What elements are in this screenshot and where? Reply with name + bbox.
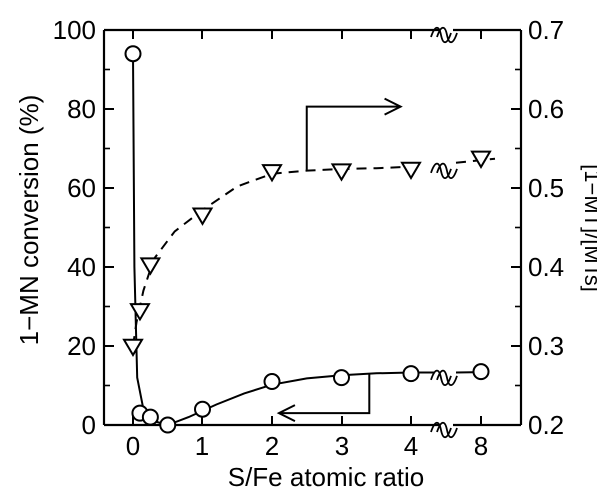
triangle-marker bbox=[261, 164, 283, 183]
fit-curves bbox=[132, 53, 496, 427]
axis-break-mark-bottom bbox=[436, 421, 458, 439]
right-tick-label: 0.3 bbox=[528, 331, 564, 361]
triangle-marker bbox=[122, 338, 144, 357]
right-tick-label: 0.7 bbox=[528, 15, 564, 45]
circle-marker bbox=[402, 365, 420, 383]
triangle-marker bbox=[400, 161, 422, 181]
axis-break-mark-series bbox=[436, 162, 458, 180]
axes bbox=[102, 26, 523, 439]
x-tick-label: 3 bbox=[335, 431, 349, 461]
triangle-marker bbox=[470, 150, 492, 169]
right-axis-ticks: 0.2 0.3 0.4 0.5 0.6 0.7 bbox=[511, 15, 564, 440]
circle-marker bbox=[124, 45, 142, 63]
right-tick-label: 0.6 bbox=[528, 94, 564, 124]
axis-break-mark-series bbox=[430, 369, 452, 387]
right-arrow-head bbox=[384, 97, 403, 116]
left-tick-label: 60 bbox=[67, 173, 96, 203]
x-axis-ticks: 0 1 2 3 4 8 bbox=[126, 30, 488, 461]
left-axis-title: 1−MN conversion (%) bbox=[14, 95, 44, 346]
annotation-arrows bbox=[276, 97, 403, 423]
x-axis-title: S/Fe atomic ratio bbox=[228, 462, 425, 492]
data-markers bbox=[122, 45, 492, 434]
right-axis-title: [1−MT]/[MTs] bbox=[580, 164, 597, 292]
circle-marker bbox=[263, 373, 281, 391]
x-tick-label: 4 bbox=[404, 431, 418, 461]
left-arrow bbox=[278, 373, 371, 415]
right-tick-label: 0.5 bbox=[528, 173, 564, 203]
triangle-marker bbox=[191, 207, 214, 226]
axis-break-mark-top bbox=[436, 26, 458, 44]
ratio-curve bbox=[132, 165, 412, 347]
left-arrow-head bbox=[276, 404, 296, 423]
axis-break-mark-series bbox=[436, 369, 458, 387]
circle-marker bbox=[472, 363, 490, 381]
left-tick-label: 0 bbox=[82, 410, 96, 440]
right-tick-label: 0.2 bbox=[528, 410, 564, 440]
axis-break-mark-top bbox=[430, 26, 452, 44]
triangle-marker bbox=[330, 163, 353, 182]
right-arrow bbox=[305, 105, 401, 170]
axis-break-mark-bottom bbox=[430, 421, 452, 439]
left-tick-label: 100 bbox=[53, 15, 96, 45]
x-tick-label: 0 bbox=[126, 431, 140, 461]
left-tick-label: 40 bbox=[67, 252, 96, 282]
circle-marker bbox=[194, 400, 211, 418]
circle-marker bbox=[141, 408, 159, 426]
triangle-marker bbox=[139, 257, 162, 276]
circle-marker bbox=[159, 416, 177, 434]
circle-marker bbox=[333, 369, 350, 387]
right-tick-label: 0.4 bbox=[528, 252, 564, 282]
ratio-curve-tail bbox=[455, 157, 496, 164]
left-axis-ticks: 0 20 40 60 80 100 bbox=[53, 15, 114, 440]
conversion-curve bbox=[132, 53, 412, 427]
x-tick-label: 1 bbox=[195, 431, 209, 461]
x-tick-label: 2 bbox=[265, 431, 279, 461]
left-tick-label: 20 bbox=[67, 331, 96, 361]
axis-break-mark-series bbox=[430, 162, 452, 180]
triangle-marker bbox=[129, 303, 151, 322]
left-tick-label: 80 bbox=[67, 94, 96, 124]
x-tick-label: 8 bbox=[474, 431, 488, 461]
